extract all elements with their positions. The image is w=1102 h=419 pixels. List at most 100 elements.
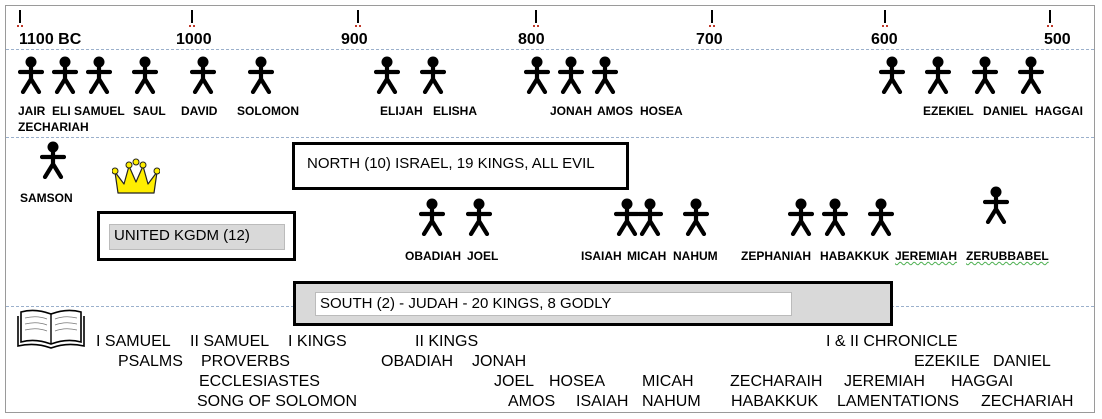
prophet-label-habakkuk: HABAKKUK — [820, 249, 890, 263]
stick-figure-icon — [40, 141, 66, 179]
stick-figure-icon — [18, 56, 44, 94]
book-micah: MICAH — [642, 373, 694, 390]
separator-middle — [6, 137, 1094, 138]
book-chronicles: I & II CHRONICLE — [826, 333, 958, 350]
book-obadiah: OBADIAH — [381, 353, 454, 370]
stick-figure-icon — [52, 56, 78, 94]
prophet-label-nahum: NAHUM — [673, 249, 718, 263]
book-jonah: JONAH — [472, 353, 527, 370]
prophet-label-zechariah: ZECHARIAH — [18, 120, 89, 134]
prophet-label-jair: JAIR — [18, 104, 46, 118]
prophet-label-hosea: HOSEA — [640, 104, 683, 118]
north-kingdom-box: NORTH (10) ISRAEL, 19 KINGS, ALL EVIL — [292, 142, 629, 190]
stick-figure-icon — [972, 56, 998, 94]
stick-figure-icon — [983, 186, 1009, 224]
crown-icon — [111, 158, 161, 201]
prophet-label-obadiah: OBADIAH — [405, 249, 461, 263]
united-kingdom-label: UNITED KGDM (12) — [109, 224, 285, 250]
year-label: 700 — [696, 31, 723, 48]
book-haggai: HAGGAI — [951, 373, 1014, 390]
stick-figure-icon — [592, 56, 618, 94]
prophet-label-elisha: ELISHA — [433, 104, 478, 118]
stick-figure-icon — [132, 56, 158, 94]
judge-label-samson: SAMSON — [20, 191, 73, 205]
stick-figure-icon — [374, 56, 400, 94]
year-label: 900 — [341, 31, 368, 48]
prophet-label-solomon: SOLOMON — [237, 104, 299, 118]
prophet-label-jeremiah: JEREMIAH — [895, 249, 958, 263]
tick-mark — [17, 10, 23, 27]
prophet-label-ezekiel: EZEKIEL — [923, 104, 974, 118]
stick-figure-icon — [466, 198, 492, 236]
stick-figure-icon — [248, 56, 274, 94]
prophet-label-zerubbabel: ZERUBBABEL — [966, 249, 1049, 263]
united-kingdom-box: UNITED KGDM (12) — [97, 211, 296, 261]
tick-mark — [533, 10, 539, 27]
year-label: 600 — [871, 31, 898, 48]
stick-figure-icon — [524, 56, 550, 94]
year-label: 800 — [518, 31, 545, 48]
prophet-label-elijah: ELIJAH — [380, 104, 423, 118]
year-label: 1100 BC — [19, 31, 82, 48]
book-proverbs: PROVERBS — [201, 353, 290, 370]
stick-figure-icon — [822, 198, 848, 236]
book-jeremiah: JEREMIAH — [844, 373, 925, 390]
stick-figure-icon — [879, 56, 905, 94]
prophet-label-joel: JOEL — [467, 249, 499, 263]
tick-mark — [355, 10, 361, 27]
prophet-label-samuel: SAMUEL — [74, 104, 125, 118]
south-kingdom-box: SOUTH (2) - JUDAH - 20 KINGS, 8 GODLY — [293, 281, 893, 326]
book-2-samuel: II SAMUEL — [190, 333, 270, 350]
separator-top — [6, 49, 1094, 50]
prophet-label-isaiah: ISAIAH — [581, 249, 622, 263]
book-song-of-solomon: SONG OF SOLOMON — [197, 393, 358, 410]
book-1-kings: I KINGS — [288, 333, 347, 350]
tick-mark — [709, 10, 715, 27]
prophet-label-zephaniah: ZEPHANIAH — [741, 249, 812, 263]
book-joel: JOEL — [494, 373, 535, 390]
prophet-label-micah: MICAH — [627, 249, 667, 263]
book-ezekiel: EZEKILE — [914, 353, 980, 370]
prophet-label-haggai: HAGGAI — [1035, 104, 1083, 118]
south-kingdom-label: SOUTH (2) - JUDAH - 20 KINGS, 8 GODLY — [315, 292, 792, 316]
stick-figure-icon — [614, 198, 640, 236]
tick-mark — [882, 10, 888, 27]
book-hosea: HOSEA — [549, 373, 606, 390]
year-label: 1000 — [176, 31, 212, 48]
prophet-label-jonah: JONAH — [550, 104, 593, 118]
prophet-label-david: DAVID — [181, 104, 218, 118]
tick-mark — [189, 10, 195, 27]
stick-figure-icon — [788, 198, 814, 236]
north-kingdom-label: NORTH (10) ISRAEL, 19 KINGS, ALL EVIL — [307, 155, 595, 172]
open-book-icon — [17, 308, 85, 355]
stick-figure-icon — [925, 56, 951, 94]
stick-figure-icon — [637, 198, 663, 236]
book-lamentations: LAMENTATIONS — [837, 393, 960, 410]
book-isaiah: ISAIAH — [576, 393, 629, 410]
prophet-label-saul: SAUL — [133, 104, 166, 118]
year-label: 500 — [1044, 31, 1071, 48]
book-ecclesiastes: ECCLESIASTES — [199, 373, 320, 390]
book-2-kings: II KINGS — [415, 333, 479, 350]
stick-figure-icon — [1018, 56, 1044, 94]
prophet-label-amos: AMOS — [597, 104, 633, 118]
book-daniel: DANIEL — [993, 353, 1051, 370]
book-psalms: PSALMS — [118, 353, 183, 370]
stick-figure-icon — [683, 198, 709, 236]
book-nahum: NAHUM — [642, 393, 701, 410]
stick-figure-icon — [868, 198, 894, 236]
book-amos: AMOS — [508, 393, 556, 410]
stick-figure-icon — [86, 56, 112, 94]
tick-mark — [1047, 10, 1053, 27]
prophet-label-daniel: DANIEL — [983, 104, 1028, 118]
book-zechariah-1: ZECHARAIH — [730, 373, 823, 390]
stick-figure-icon — [558, 56, 584, 94]
timeline-frame — [5, 5, 1095, 413]
stick-figure-icon — [190, 56, 216, 94]
stick-figure-icon — [419, 198, 445, 236]
stick-figure-icon — [420, 56, 446, 94]
prophet-label-eli: ELI — [52, 104, 71, 118]
book-1-samuel: I SAMUEL — [96, 333, 171, 350]
book-habakkuk: HABAKKUK — [731, 393, 819, 410]
book-zechariah-2: ZECHARIAH — [981, 393, 1074, 410]
